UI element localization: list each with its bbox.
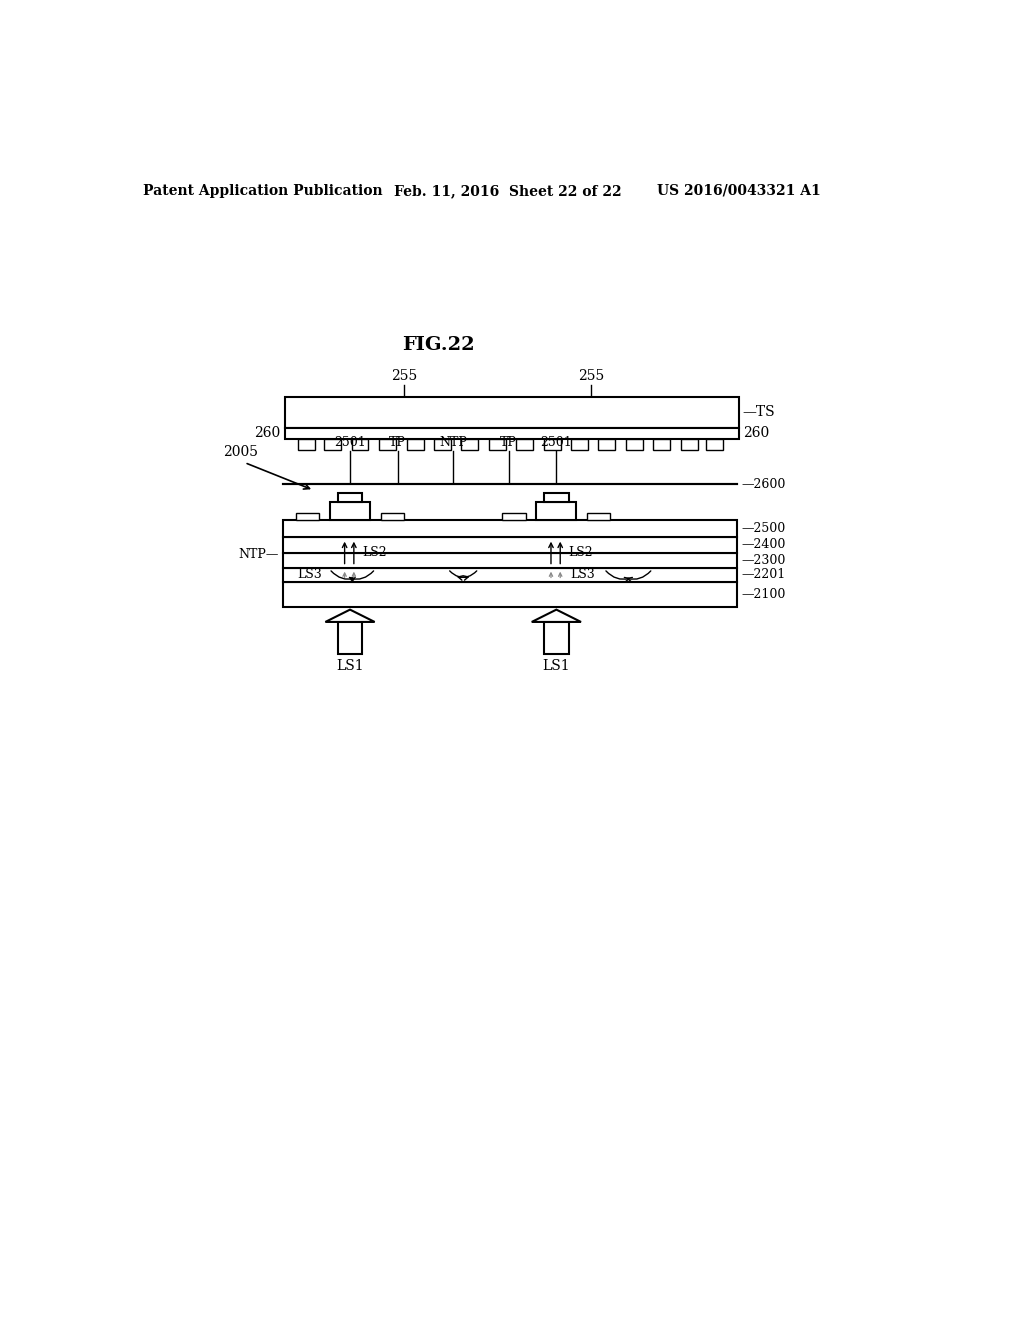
Text: NTP—: NTP— [238,548,279,561]
Text: 2501: 2501 [334,437,366,449]
Text: LS2: LS2 [568,546,593,560]
Bar [351,438,369,450]
Bar [434,438,451,450]
Text: —TS: —TS [742,405,775,420]
Text: —2300: —2300 [742,554,786,566]
Bar [283,582,737,607]
Text: 2501: 2501 [541,437,572,449]
Text: —2600: —2600 [742,478,786,491]
Bar [283,568,737,582]
Text: LS1: LS1 [336,659,364,673]
Bar [461,438,478,450]
Bar [283,520,737,537]
Text: —2500: —2500 [742,523,786,536]
Bar [381,512,403,520]
Bar [571,438,588,450]
Polygon shape [531,610,581,622]
Bar [285,428,739,438]
Text: LS1: LS1 [543,659,570,673]
Bar [488,438,506,450]
Polygon shape [326,610,375,622]
Bar [330,502,370,520]
Bar [285,397,739,428]
Bar [296,512,319,520]
Text: Patent Application Publication: Patent Application Publication [143,183,383,198]
Bar [626,438,643,450]
Text: NTP: NTP [439,437,467,449]
Text: —2400: —2400 [742,539,786,552]
Text: US 2016/0043321 A1: US 2016/0043321 A1 [657,183,820,198]
Text: Feb. 11, 2016  Sheet 22 of 22: Feb. 11, 2016 Sheet 22 of 22 [394,183,622,198]
Bar [298,438,314,450]
Bar [587,512,610,520]
Bar [283,553,737,568]
Text: TP: TP [389,437,407,449]
Bar [544,492,568,502]
Bar [516,438,534,450]
Text: 260: 260 [742,426,769,441]
Text: 255: 255 [391,370,417,383]
Bar [544,438,561,450]
Text: LS2: LS2 [362,546,387,560]
Bar [503,512,525,520]
Bar [338,492,362,502]
Text: LS3: LS3 [297,569,322,582]
Bar [537,502,577,520]
Bar [598,438,614,450]
Bar [407,438,424,450]
Text: —2100: —2100 [742,587,786,601]
Text: FIG.22: FIG.22 [402,335,475,354]
Bar [706,438,723,450]
Bar [681,438,698,450]
Text: 255: 255 [578,370,604,383]
Text: 260: 260 [254,426,281,441]
Bar [653,438,671,450]
Bar [338,622,362,655]
Text: —2201: —2201 [742,569,786,582]
Bar [379,438,396,450]
Bar [544,622,568,655]
Bar [324,438,341,450]
Text: TP: TP [500,437,517,449]
Text: 2005: 2005 [223,445,258,459]
Text: LS3: LS3 [570,569,595,582]
Bar [283,537,737,553]
